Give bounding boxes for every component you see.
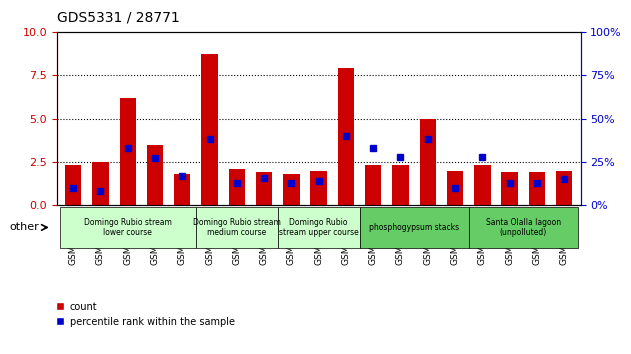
Bar xyxy=(447,171,463,205)
Legend: count, percentile rank within the sample: count, percentile rank within the sample xyxy=(51,298,239,331)
Bar xyxy=(256,172,273,205)
Bar xyxy=(420,119,436,205)
Bar xyxy=(474,165,490,205)
Text: Domingo Rubio stream
lower course: Domingo Rubio stream lower course xyxy=(84,218,172,237)
Text: GDS5331 / 28771: GDS5331 / 28771 xyxy=(57,11,180,25)
Bar xyxy=(310,171,327,205)
Bar xyxy=(119,98,136,205)
Bar xyxy=(556,171,572,205)
Text: Domingo Rubio stream
medium course: Domingo Rubio stream medium course xyxy=(193,218,281,237)
Bar xyxy=(92,162,109,205)
Bar xyxy=(365,165,381,205)
Bar xyxy=(392,165,409,205)
Bar xyxy=(338,68,354,205)
Bar xyxy=(174,174,191,205)
Text: Domingo Rubio
stream upper course: Domingo Rubio stream upper course xyxy=(279,218,358,237)
Bar xyxy=(228,169,245,205)
Bar xyxy=(65,165,81,205)
Bar xyxy=(147,144,163,205)
Bar xyxy=(502,172,518,205)
Bar xyxy=(283,174,300,205)
Text: Santa Olalla lagoon
(unpolluted): Santa Olalla lagoon (unpolluted) xyxy=(486,218,561,237)
Bar xyxy=(529,172,545,205)
Bar xyxy=(201,55,218,205)
Text: other: other xyxy=(9,222,39,233)
Text: phosphogypsum stacks: phosphogypsum stacks xyxy=(369,223,459,232)
